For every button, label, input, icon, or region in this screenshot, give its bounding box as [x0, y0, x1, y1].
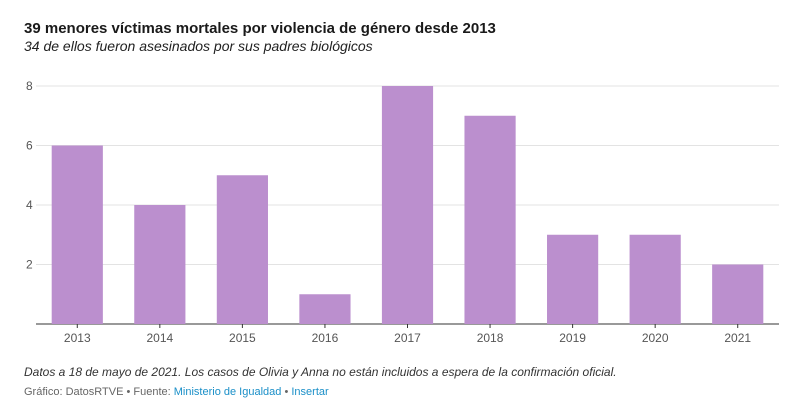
- y-tick-label: 8: [26, 79, 33, 93]
- chart-title: 39 menores víctimas mortales por violenc…: [24, 20, 496, 37]
- x-tick-label: 2014: [146, 331, 173, 345]
- x-tick-label: 2020: [642, 331, 669, 345]
- bar: [51, 145, 103, 324]
- bar: [464, 115, 516, 324]
- chart-footer: Gráfico: DatosRTVE • Fuente: Ministerio …: [24, 386, 329, 398]
- footer-credits: Gráfico: DatosRTVE • Fuente:: [24, 386, 174, 398]
- x-tick-label: 2016: [312, 331, 339, 345]
- bar: [547, 234, 599, 324]
- bar: [299, 294, 351, 324]
- bar: [629, 234, 681, 324]
- bar: [712, 264, 764, 324]
- x-tick-label: 2018: [477, 331, 504, 345]
- source-link[interactable]: Ministerio de Igualdad: [173, 386, 282, 398]
- embed-link[interactable]: Insertar: [291, 386, 329, 398]
- x-tick-label: 2013: [64, 331, 91, 345]
- x-tick-label: 2017: [394, 331, 421, 345]
- data-note: Datos a 18 de mayo de 2021. Los casos de…: [24, 365, 617, 379]
- bar: [381, 86, 434, 324]
- y-tick-label: 2: [26, 258, 33, 272]
- y-tick-label: 6: [26, 139, 33, 153]
- bar: [134, 205, 186, 324]
- x-tick-label: 2021: [724, 331, 751, 345]
- bar: [216, 175, 268, 324]
- y-tick-label: 4: [26, 198, 33, 212]
- footer-separator: •: [281, 386, 292, 398]
- x-tick-label: 2019: [559, 331, 586, 345]
- x-tick-label: 2015: [229, 331, 256, 345]
- chart-subtitle: 34 de ellos fueron asesinados por sus pa…: [24, 38, 373, 54]
